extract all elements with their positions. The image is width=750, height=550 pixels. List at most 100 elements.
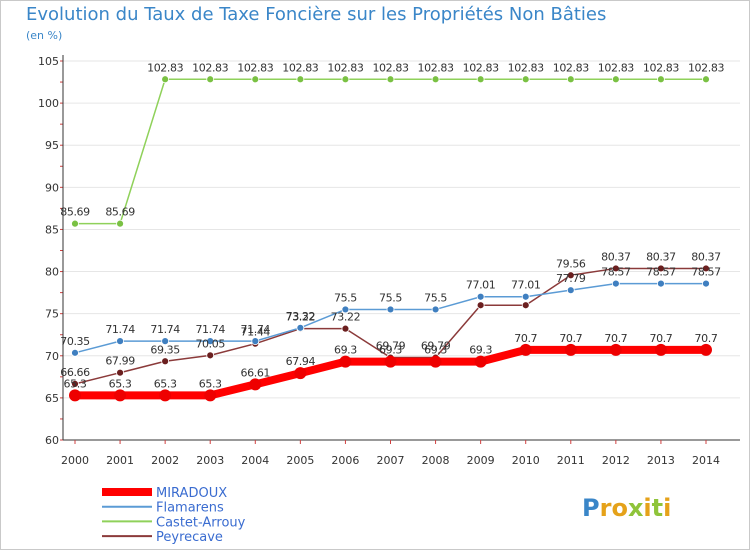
data-point-peyrecave [341,324,350,333]
data-label-castet-arrouy: 85.69 [105,206,135,219]
data-label-castet-arrouy: 102.83 [508,61,544,74]
data-label-flamarens: 70.35 [60,335,90,348]
data-label-flamarens: 77.79 [556,272,586,285]
data-label-miradoux: 69.3 [379,344,402,357]
data-point-flamarens [206,337,215,346]
data-point-miradoux [294,367,307,380]
data-label-flamarens: 71.74 [150,323,180,336]
data-label-castet-arrouy: 102.83 [282,61,318,74]
legend-label-flamarens: Flamarens [156,501,224,516]
data-label-peyrecave: 70.05 [195,337,225,350]
data-point-miradoux [69,389,81,402]
brand-letter: r [600,494,612,522]
series-line-castet-arrouy [75,78,706,225]
data-label-miradoux: 70.7 [649,332,672,345]
data-point-peyrecave [206,351,215,360]
data-label-flamarens: 75.5 [424,291,447,304]
data-label-flamarens: 78.57 [646,266,676,279]
data-label-castet-arrouy: 85.69 [60,206,90,219]
data-point-flamarens [161,337,170,346]
data-label-castet-arrouy: 102.83 [372,61,408,74]
data-label-flamarens: 71.74 [195,323,225,336]
data-label-miradoux: 69.3 [424,344,447,357]
data-point-miradoux [114,389,127,402]
data-label-peyrecave: 69.79 [376,340,406,353]
x-tick-label: 2011 [557,454,585,467]
y-tick-label: 105 [38,55,59,68]
y-tick-label: 60 [45,434,59,447]
data-label-castet-arrouy: 102.83 [643,61,679,74]
data-point-peyrecave [521,301,530,310]
data-point-peyrecave [476,301,485,310]
legend-label-peyrecave: Peyrecave [156,530,223,545]
data-point-castet-arrouy [116,219,124,228]
data-point-miradoux [700,343,712,356]
data-label-peyrecave: 73.22 [286,311,316,324]
data-label-castet-arrouy: 102.83 [327,61,363,74]
x-tick-label: 2003 [196,454,224,467]
data-label-castet-arrouy: 102.83 [147,61,183,74]
y-axis-unit-label: (en %) [26,29,63,42]
data-label-peyrecave: 80.37 [691,250,721,263]
data-label-peyrecave: 67.99 [105,355,135,368]
y-tick-label: 95 [45,139,59,152]
data-point-flamarens [702,279,710,288]
data-label-flamarens: 78.57 [691,266,721,279]
y-tick-label: 80 [45,266,59,279]
gridlines [63,60,740,399]
data-label-miradoux: 65.3 [64,377,87,390]
y-tick-label: 75 [45,308,59,321]
x-tick-label: 2008 [422,454,450,467]
x-tick-label: 2005 [286,454,314,467]
data-point-castet-arrouy [341,75,350,84]
data-label-flamarens: 75.5 [379,291,402,304]
data-point-miradoux [429,355,442,368]
data-point-castet-arrouy [566,75,575,84]
legend-label-miradoux: MIRADOUX [156,486,227,501]
data-point-peyrecave [611,264,620,273]
x-tick-label: 2002 [151,454,179,467]
data-label-castet-arrouy: 102.83 [237,61,273,74]
data-point-miradoux [249,378,262,391]
data-point-castet-arrouy [161,75,170,84]
data-point-castet-arrouy [657,75,665,84]
data-label-miradoux: 66.61 [241,366,271,379]
data-point-castet-arrouy [296,75,305,84]
brand-letter: i [663,494,671,522]
data-point-castet-arrouy [71,219,79,228]
data-label-castet-arrouy: 102.83 [418,61,454,74]
data-label-flamarens: 77.01 [511,279,541,292]
data-point-miradoux [474,355,487,368]
brand-letter: P [582,494,600,522]
data-point-flamarens [341,305,350,314]
data-point-miradoux [564,343,577,356]
y-tick-label: 90 [45,181,59,194]
data-label-castet-arrouy: 102.83 [192,61,228,74]
x-tick-label: 2006 [331,454,359,467]
data-point-peyrecave [657,264,665,273]
data-label-flamarens: 75.5 [334,291,357,304]
data-point-flamarens [521,292,530,301]
data-point-peyrecave [71,380,79,388]
data-point-castet-arrouy [251,75,260,84]
brand-letter: x [628,494,644,522]
brand-name: Proxiti [582,494,671,522]
data-label-miradoux: 70.7 [514,332,537,345]
data-point-miradoux [339,355,352,368]
brand-letter: t [652,494,663,522]
data-point-castet-arrouy [476,75,485,84]
data-point-castet-arrouy [206,75,215,84]
data-label-castet-arrouy: 102.83 [553,61,589,74]
data-label-miradoux: 65.3 [109,377,132,390]
legend-label-castet-arrouy: Castet-Arrouy [156,515,246,530]
data-point-miradoux [159,389,172,402]
data-label-miradoux: 67.94 [286,355,316,368]
data-point-castet-arrouy [702,75,710,84]
data-label-peyrecave: 73.22 [331,311,361,324]
brand-letter: o [611,494,628,522]
y-tick-label: 85 [45,223,59,236]
data-point-flamarens [116,337,124,346]
data-point-miradoux [204,389,217,402]
y-tick-label: 65 [45,392,59,405]
